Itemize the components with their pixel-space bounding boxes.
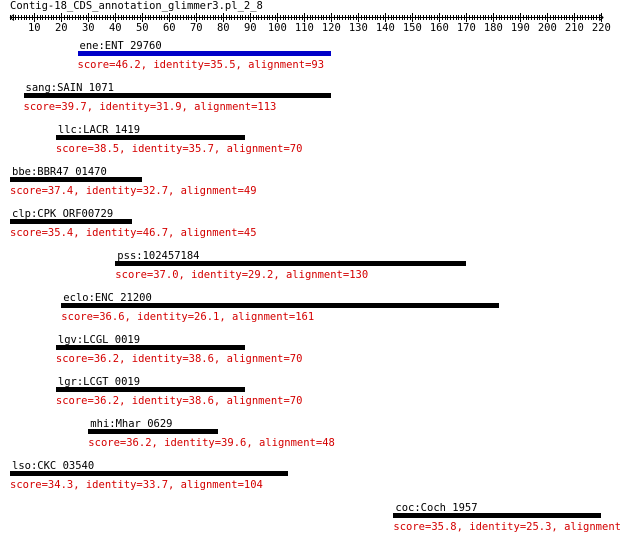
- ruler-tick-label: 10: [28, 22, 41, 34]
- hit-name-link[interactable]: coc:Coch_1957: [395, 502, 478, 514]
- ruler-tick-label: 30: [82, 22, 95, 34]
- hit-alignment-bar[interactable]: [23, 93, 332, 98]
- ruler-tick-label: 170: [457, 22, 476, 34]
- hit-stats: score=39.7, identity=31.9, alignment=113: [23, 101, 277, 113]
- hit-stats: score=35.4, identity=46.7, alignment=45: [10, 227, 257, 239]
- ruler-tick-label: 90: [244, 22, 257, 34]
- hit-stats: score=35.8, identity=25.3, alignment=77: [393, 521, 620, 533]
- hit-stats: score=36.2, identity=38.6, alignment=70: [55, 353, 303, 365]
- hit-name-link[interactable]: clp:CPK_ORF00729: [12, 208, 114, 220]
- hit-name-link[interactable]: eclo:ENC_21200: [63, 292, 152, 304]
- hit-stats: score=37.0, identity=29.2, alignment=130: [115, 269, 369, 281]
- hit-name-link[interactable]: lso:CKC_03540: [12, 460, 95, 472]
- ruler-tick-label: 20: [55, 22, 68, 34]
- hit-stats: score=37.4, identity=32.7, alignment=49: [10, 185, 257, 197]
- hit-name-link[interactable]: sang:SAIN_1071: [25, 82, 115, 94]
- ruler-tick-label: 210: [565, 22, 584, 34]
- hit-name-link[interactable]: ene:ENT_29760: [79, 40, 162, 52]
- hit-alignment-bar[interactable]: [10, 471, 289, 476]
- hit-stats: score=46.2, identity=35.5, alignment=93: [77, 59, 325, 71]
- ruler-tick-label: 150: [403, 22, 422, 34]
- ruler-tick-label: 160: [430, 22, 449, 34]
- hit-stats: score=34.3, identity=33.7, alignment=104: [10, 479, 263, 491]
- hit-stats: score=36.2, identity=39.6, alignment=48: [88, 437, 335, 449]
- ruler-tick-label: 60: [163, 22, 176, 34]
- hit-alignment-bar[interactable]: [55, 345, 245, 350]
- ruler-tick-label: 180: [484, 22, 503, 34]
- hit-name-link[interactable]: pss:102457184: [117, 250, 200, 262]
- hit-alignment-bar[interactable]: [77, 51, 332, 56]
- ruler-tick-label: 80: [217, 22, 230, 34]
- hit-alignment-bar[interactable]: [61, 303, 499, 308]
- hit-stats: score=36.6, identity=26.1, alignment=161: [61, 311, 315, 323]
- hit-alignment-bar[interactable]: [393, 513, 602, 518]
- ruler-tick-label: 120: [322, 22, 341, 34]
- ruler-tick-label: 100: [268, 22, 287, 34]
- hit-name-link[interactable]: mhi:Mhar_0629: [90, 418, 173, 430]
- ruler-tick-label: 200: [538, 22, 557, 34]
- hit-alignment-bar[interactable]: [55, 387, 245, 392]
- hit-stats: score=36.2, identity=38.6, alignment=70: [55, 395, 303, 407]
- hit-alignment-bar[interactable]: [55, 135, 245, 140]
- ruler-tick-label: 70: [190, 22, 203, 34]
- hit-stats: score=38.5, identity=35.7, alignment=70: [55, 143, 303, 155]
- ruler-tick-label: 190: [511, 22, 530, 34]
- hit-alignment-bar[interactable]: [88, 429, 218, 434]
- hit-name-link[interactable]: llc:LACR_1419: [57, 124, 141, 136]
- ruler-tick-label: 140: [376, 22, 395, 34]
- ruler-tick-label: 50: [136, 22, 149, 34]
- ruler-tick-label: 110: [295, 22, 314, 34]
- ruler-tick-label: 220: [592, 22, 611, 34]
- ruler-tick-label: 40: [109, 22, 122, 34]
- ruler-tick-label: 130: [349, 22, 368, 34]
- hit-name-link[interactable]: lgv:LCGL_0019: [57, 334, 141, 346]
- position-ruler: 10 20 30 40 50 60 70 80 90 100 110 120 130 140 150 160 1…: [9, 13, 611, 34]
- hit-name-link[interactable]: lgr:LCGT_0019: [57, 376, 141, 388]
- query-title: Contig-18_CDS_annotation_glimmer3.pl_2_8: [10, 0, 263, 12]
- hit-alignment-bar[interactable]: [115, 261, 467, 266]
- hit-alignment-bar[interactable]: [10, 177, 143, 182]
- hit-alignment-bar[interactable]: [10, 219, 132, 224]
- hit-name-link[interactable]: bbe:BBR47_01470: [12, 166, 107, 178]
